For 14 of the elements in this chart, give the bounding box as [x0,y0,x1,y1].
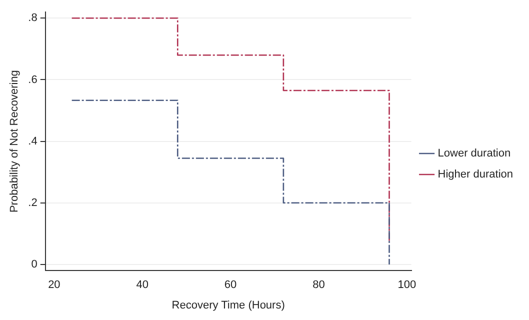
y-tick-label: .4 [28,135,38,148]
y-tick-label: .6 [28,74,38,86]
x-tick-label: 100 [398,279,416,292]
legend-label: Higher duration [438,168,514,181]
x-tick-label: 80 [312,279,325,292]
x-tick-label: 20 [48,279,60,292]
x-axis-title: Recovery Time (Hours) [172,299,285,312]
y-axis-title: Probability of Not Recovering [8,70,21,213]
legend-label: Lower duration [438,148,511,160]
y-tick-label: .2 [28,196,38,209]
y-tick-label: .8 [28,12,38,24]
y-tick-label: 0 [31,258,38,270]
x-tick-label: 60 [224,279,237,292]
x-tick-label: 40 [136,279,148,292]
